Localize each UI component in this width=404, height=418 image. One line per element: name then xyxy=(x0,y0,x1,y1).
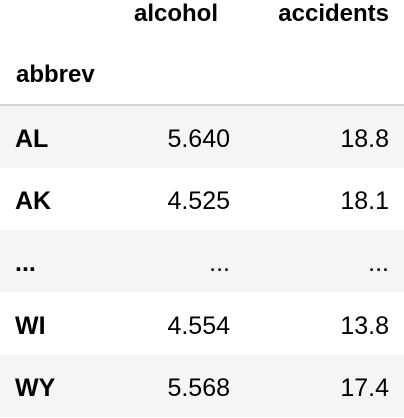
table-row: WY 5.568 17.4 xyxy=(0,355,404,417)
row-index: AL xyxy=(15,125,49,153)
cell-accidents: 18.1 xyxy=(340,187,389,215)
column-header-accidents: accidents xyxy=(278,0,389,27)
cell-accidents: 18.8 xyxy=(340,125,389,153)
row-index: ... xyxy=(15,249,36,277)
row-index: WY xyxy=(15,374,56,402)
column-header-alcohol: alcohol xyxy=(134,0,219,27)
row-index: WI xyxy=(15,312,46,340)
row-index: AK xyxy=(15,187,52,215)
cell-accidents: ... xyxy=(368,249,389,277)
table-row: AL 5.640 18.8 xyxy=(0,106,404,168)
cell-alcohol: 4.554 xyxy=(167,312,230,340)
table-row: WI 4.554 13.8 xyxy=(0,293,404,355)
cell-alcohol: 5.640 xyxy=(167,125,230,153)
cell-alcohol: ... xyxy=(209,249,230,277)
header-divider xyxy=(0,104,404,106)
cell-accidents: 13.8 xyxy=(340,312,389,340)
table-row: AK 4.525 18.1 xyxy=(0,168,404,230)
index-name-header: abbrev xyxy=(16,61,95,88)
cell-alcohol: 5.568 xyxy=(167,374,230,402)
table-row-ellipsis: ... ... ... xyxy=(0,230,404,292)
cell-accidents: 17.4 xyxy=(340,374,389,402)
cell-alcohol: 4.525 xyxy=(167,187,230,215)
